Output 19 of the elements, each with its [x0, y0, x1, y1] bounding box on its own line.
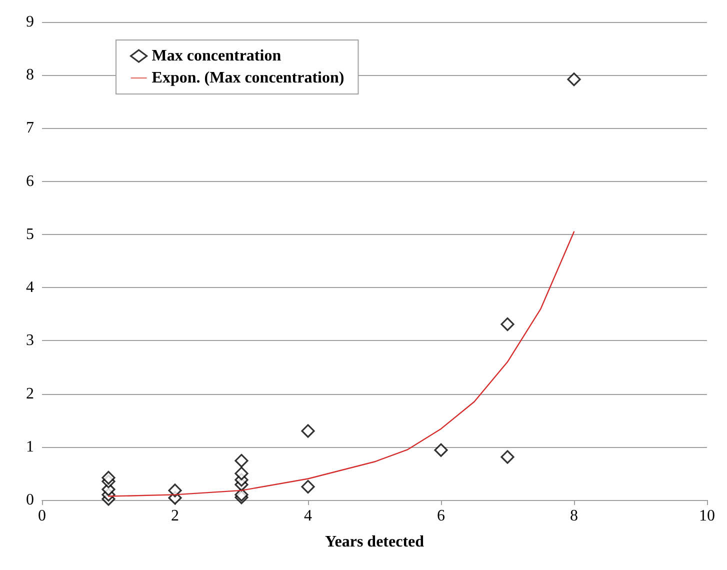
x-tick-label: 2: [171, 508, 179, 524]
y-tick-label: 8: [26, 66, 34, 84]
legend-label: Max concentration: [152, 48, 282, 64]
legend-label: Expon. (Max concentration): [152, 70, 344, 86]
x-axis-title: Years detected: [324, 534, 424, 550]
y-tick-label: 7: [26, 120, 34, 137]
x-tick-label: 10: [699, 508, 715, 524]
y-tick-label: 9: [26, 14, 34, 30]
y-tick-label: 6: [26, 172, 34, 190]
x-tick-label: 0: [38, 508, 46, 524]
x-tick-label: 4: [304, 508, 312, 524]
y-tick-label: 1: [26, 438, 34, 456]
y-tick-label: 5: [26, 226, 34, 243]
y-tick-label: 3: [26, 332, 34, 350]
y-tick-label: 2: [26, 385, 34, 402]
y-tick-label: 0: [26, 492, 34, 508]
y-tick-label: 4: [26, 279, 34, 296]
x-tick-label: 6: [437, 508, 445, 524]
x-tick-label: 8: [570, 508, 578, 524]
